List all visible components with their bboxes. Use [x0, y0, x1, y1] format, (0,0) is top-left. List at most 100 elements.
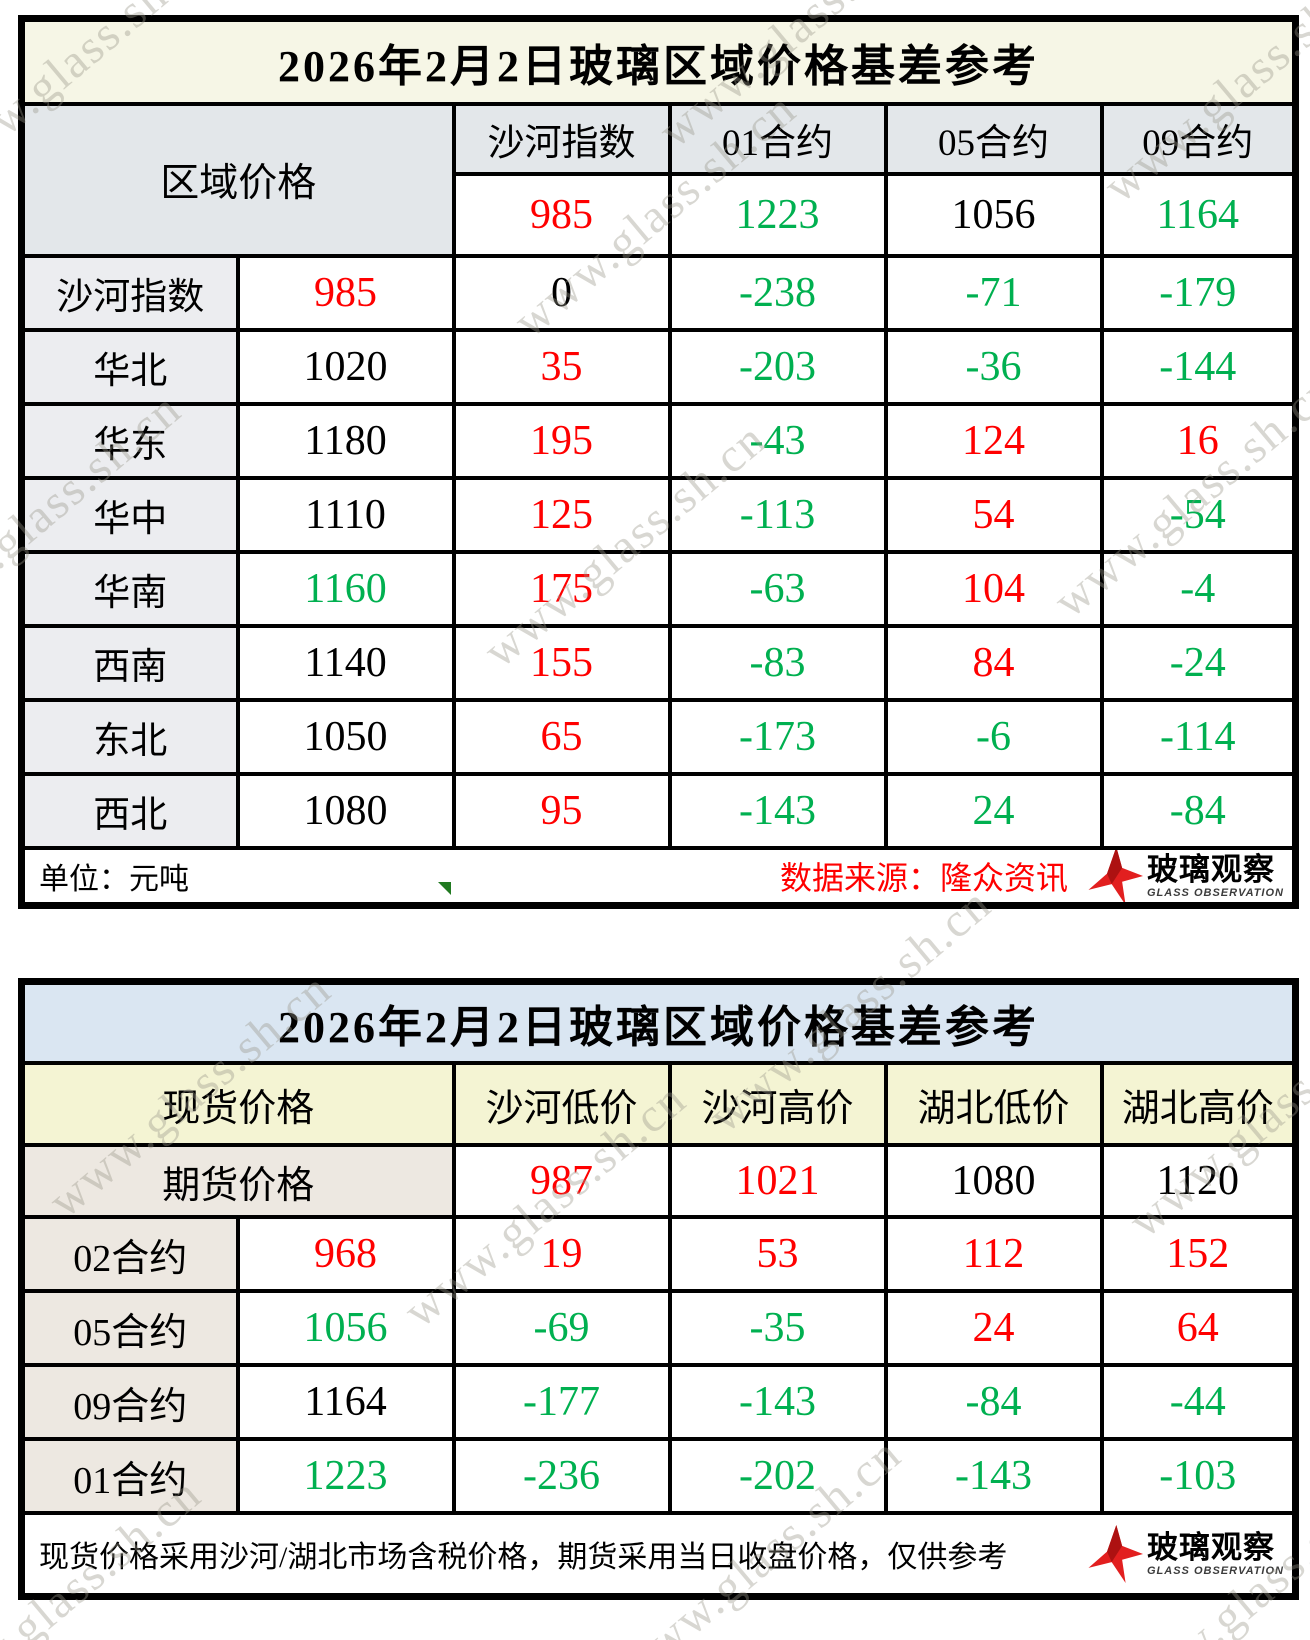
row-label: 华东 — [19, 402, 240, 480]
column-header-shahe-low: 沙河低价 — [451, 1061, 672, 1147]
basis-cell: -69 — [451, 1289, 672, 1367]
basis-cell: 124 — [883, 402, 1104, 480]
region-price-cell: 1160 — [235, 550, 456, 628]
futures-price-cell: 1080 — [883, 1143, 1104, 1219]
row-label: 05合约 — [19, 1289, 240, 1367]
basis-cell: 65 — [451, 698, 672, 776]
table-row: 西北 1080 95 -143 24 -84 — [19, 772, 1298, 850]
basis-cell: -143 — [883, 1437, 1104, 1515]
spot-futures-basis-table: 2026年2月2日玻璃区域价格基差参考 现货价格 沙河低价 沙河高价 湖北低价 … — [18, 978, 1299, 1600]
basis-cell: 125 — [451, 476, 672, 554]
futures-price-cell: 987 — [451, 1143, 672, 1219]
table-row: 华东 1180 195 -43 124 16 — [19, 402, 1298, 480]
table-row: 09合约 1164 -177 -143 -84 -44 — [19, 1363, 1298, 1441]
row-label: 华中 — [19, 476, 240, 554]
header-value-cell: 1164 — [1099, 172, 1298, 258]
row-label: 01合约 — [19, 1437, 240, 1515]
regional-price-basis-table: 2026年2月2日玻璃区域价格基差参考 区域价格 沙河指数 01合约 05合约 … — [18, 15, 1299, 909]
basis-cell: -238 — [667, 254, 888, 332]
basis-cell: -84 — [1099, 772, 1298, 850]
row-label: 华北 — [19, 328, 240, 406]
basis-cell: -177 — [451, 1363, 672, 1441]
basis-cell: -4 — [1099, 550, 1298, 628]
row-label: 09合约 — [19, 1363, 240, 1441]
contract-price-cell: 968 — [235, 1215, 456, 1293]
basis-cell: 175 — [451, 550, 672, 628]
logo-subtitle: GLASS OBSERVATION — [1147, 886, 1284, 899]
basis-cell: -63 — [667, 550, 888, 628]
disclaimer-note: 现货价格采用沙河/湖北市场含税价格，期货采用当日收盘价格，仅供参考 — [39, 1541, 1008, 1574]
basis-cell: 16 — [1099, 402, 1298, 480]
basis-cell: 35 — [451, 328, 672, 406]
basis-cell: -143 — [667, 772, 888, 850]
region-price-cell: 1140 — [235, 624, 456, 702]
table-row: 华南 1160 175 -63 104 -4 — [19, 550, 1298, 628]
basis-cell: -179 — [1099, 254, 1298, 332]
basis-cell: -144 — [1099, 328, 1298, 406]
region-price-cell: 985 — [235, 254, 456, 332]
basis-cell: 104 — [883, 550, 1104, 628]
basis-cell: 195 — [451, 402, 672, 480]
header-value-cell: 1056 — [883, 172, 1104, 258]
row-label: 西南 — [19, 624, 240, 702]
row-label: 02合约 — [19, 1215, 240, 1293]
futures-price-cell: 1120 — [1099, 1143, 1298, 1219]
futures-price-label: 期货价格 — [19, 1143, 456, 1219]
table-row: 01合约 1223 -236 -202 -143 -103 — [19, 1437, 1298, 1515]
basis-cell: -83 — [667, 624, 888, 702]
logo-name: 玻璃观察 — [1147, 1529, 1275, 1565]
table2-footer: 现货价格采用沙河/湖北市场含税价格，期货采用当日收盘价格，仅供参考 玻璃观察 G… — [19, 1511, 1298, 1599]
table1-corner-header: 区域价格 — [19, 102, 456, 258]
basis-cell: 95 — [451, 772, 672, 850]
region-price-cell: 1110 — [235, 476, 456, 554]
basis-cell: -24 — [1099, 624, 1298, 702]
basis-cell: -103 — [1099, 1437, 1298, 1515]
table2-corner-header: 现货价格 — [19, 1061, 456, 1147]
basis-cell: -54 — [1099, 476, 1298, 554]
basis-cell: -35 — [667, 1289, 888, 1367]
basis-cell: -114 — [1099, 698, 1298, 776]
table-row: 沙河指数 985 0 -238 -71 -179 — [19, 254, 1298, 332]
column-header-hubei-high: 湖北高价 — [1099, 1061, 1298, 1147]
table-row: 02合约 968 19 53 112 152 — [19, 1215, 1298, 1293]
futures-price-row: 期货价格 987 1021 1080 1120 — [19, 1143, 1298, 1219]
basis-cell: 112 — [883, 1215, 1104, 1293]
contract-price-cell: 1056 — [235, 1289, 456, 1367]
basis-cell: 0 — [451, 254, 672, 332]
logo-star-icon — [1088, 851, 1143, 902]
basis-cell: -113 — [667, 476, 888, 554]
contract-price-cell: 1223 — [235, 1437, 456, 1515]
basis-cell: 24 — [883, 772, 1104, 850]
basis-cell: -84 — [883, 1363, 1104, 1441]
futures-price-cell: 1021 — [667, 1143, 888, 1219]
column-header-contract-01: 01合约 — [667, 102, 888, 176]
region-price-cell: 1180 — [235, 402, 456, 480]
basis-cell: -71 — [883, 254, 1104, 332]
logo-subtitle: GLASS OBSERVATION — [1147, 1564, 1284, 1577]
row-label: 西北 — [19, 772, 240, 850]
header-value-cell: 1223 — [667, 172, 888, 258]
basis-cell: 84 — [883, 624, 1104, 702]
basis-cell: -36 — [883, 328, 1104, 406]
table-row: 西南 1140 155 -83 84 -24 — [19, 624, 1298, 702]
row-label: 东北 — [19, 698, 240, 776]
basis-cell: 54 — [883, 476, 1104, 554]
header-value-cell: 985 — [451, 172, 672, 258]
row-label: 华南 — [19, 550, 240, 628]
column-header-contract-05: 05合约 — [883, 102, 1104, 176]
data-source-note: 数据来源：隆众资讯 — [779, 860, 1068, 896]
column-header-contract-09: 09合约 — [1099, 102, 1298, 176]
contract-price-cell: 1164 — [235, 1363, 456, 1441]
table-row: 05合约 1056 -69 -35 24 64 — [19, 1289, 1298, 1367]
logo-name: 玻璃观察 — [1147, 851, 1275, 887]
basis-cell: -203 — [667, 328, 888, 406]
basis-cell: -43 — [667, 402, 888, 480]
column-header-shahe-high: 沙河高价 — [667, 1061, 888, 1147]
basis-cell: 24 — [883, 1289, 1104, 1367]
comment-marker — [438, 882, 451, 895]
unit-note: 单位：元吨 — [39, 863, 189, 896]
basis-cell: 155 — [451, 624, 672, 702]
basis-cell: 152 — [1099, 1215, 1298, 1293]
table-row: 华中 1110 125 -113 54 -54 — [19, 476, 1298, 554]
